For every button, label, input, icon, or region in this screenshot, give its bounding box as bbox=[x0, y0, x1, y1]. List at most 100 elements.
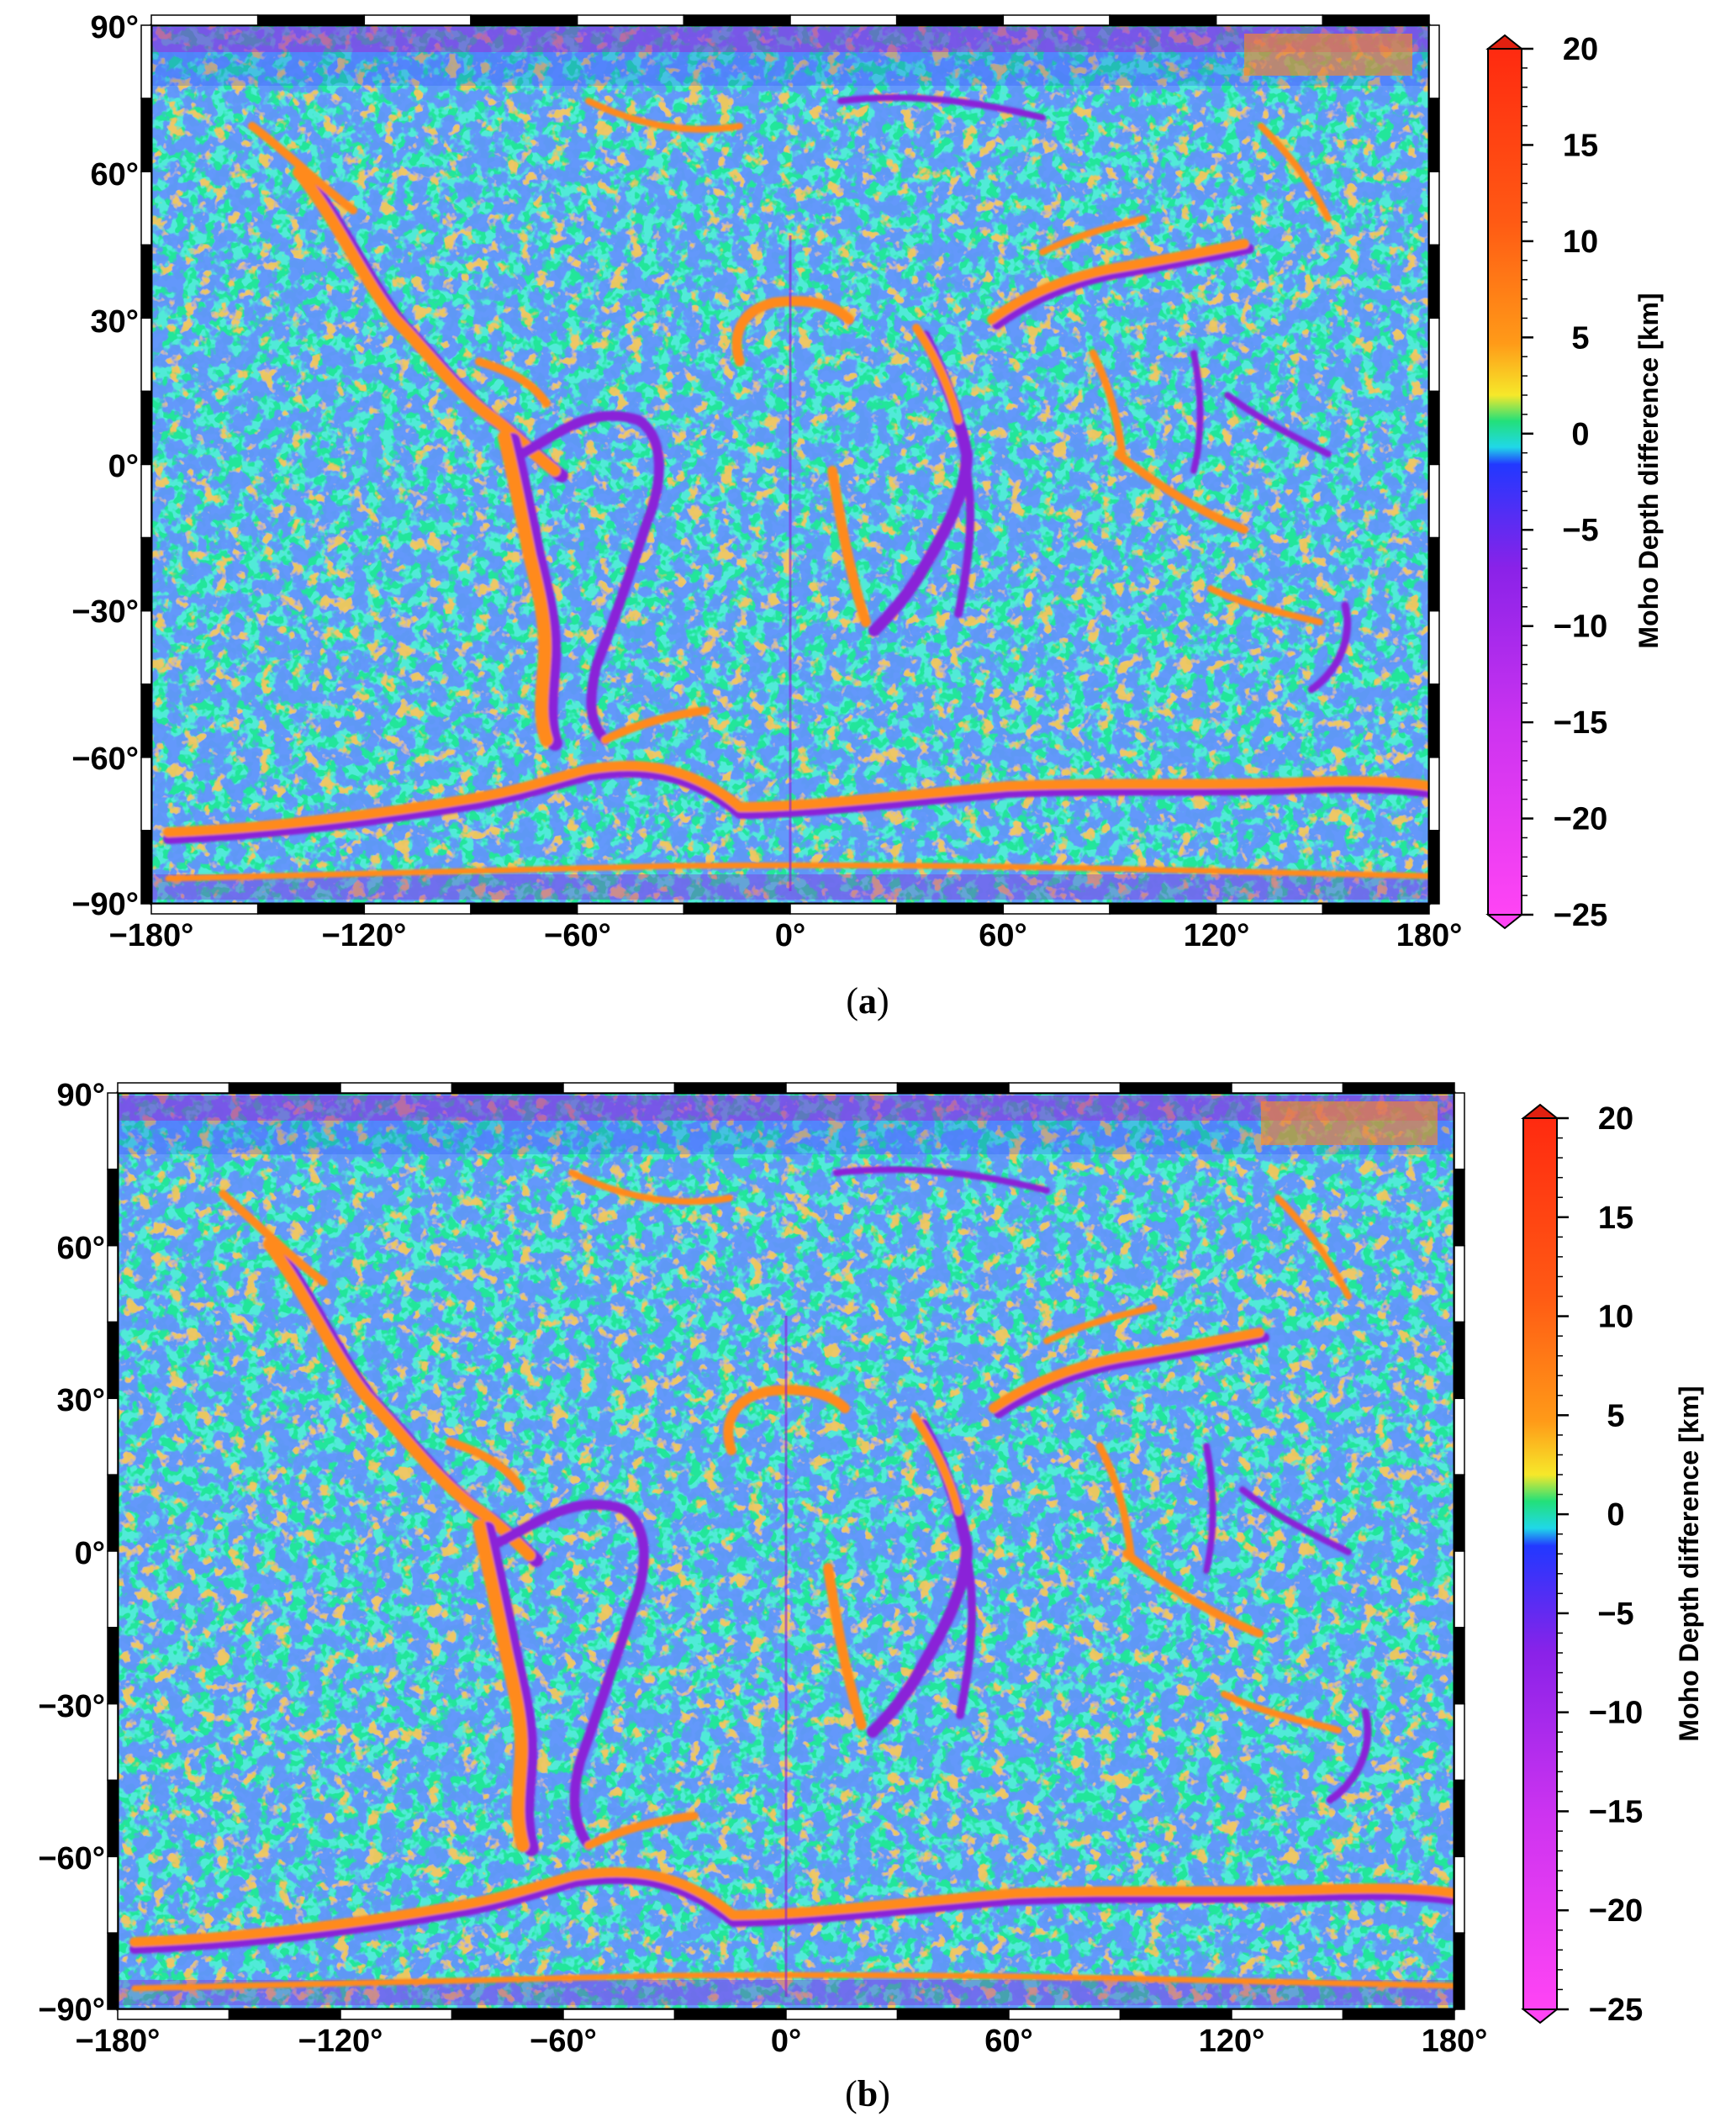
colorbar-b: 20 15 10 5 0 −5 −10 −15 −20 −25 Moho Depth differ… bbox=[1521, 1101, 1704, 2028]
frame-segment bbox=[1342, 2009, 1455, 2020]
frame-segment bbox=[1428, 536, 1440, 612]
frame-segment bbox=[140, 830, 152, 905]
frame-segment bbox=[576, 903, 685, 915]
lat-tick-label: 90° bbox=[57, 1078, 105, 1113]
lon-tick-label: 60° bbox=[979, 918, 1026, 953]
lat-tick-label: −90° bbox=[38, 1993, 105, 2028]
frame-segment bbox=[789, 14, 898, 26]
frame-segment bbox=[140, 610, 152, 685]
lon-tick-label: 0° bbox=[771, 2024, 801, 2059]
frame-segment bbox=[1008, 2009, 1121, 2020]
frame-segment bbox=[789, 903, 898, 915]
frame-segment bbox=[140, 536, 152, 612]
lat-tick-label: 60° bbox=[57, 1231, 105, 1266]
frame-segment bbox=[1231, 2009, 1344, 2020]
frame-segment bbox=[1454, 1702, 1465, 1782]
frame-segment bbox=[150, 14, 259, 26]
frame-segment bbox=[140, 171, 152, 246]
frame-segment bbox=[1428, 757, 1440, 831]
frame-segment bbox=[451, 2009, 564, 2020]
lon-tick-label: 120° bbox=[1184, 918, 1250, 953]
frame-segment bbox=[107, 1169, 119, 1247]
lat-tick-label: −90° bbox=[71, 887, 139, 922]
frame-segment bbox=[683, 14, 791, 26]
lon-tick-label: 180° bbox=[1396, 918, 1463, 953]
colorbar-tick-label: 15 bbox=[1598, 1201, 1633, 1236]
frame-segment bbox=[140, 757, 152, 831]
frame-segment bbox=[1454, 1244, 1465, 1323]
lon-tick-label: −60° bbox=[544, 918, 611, 953]
frame-segment bbox=[1454, 1855, 1465, 1934]
panel-a: 90° 60° 30° 0° −30° −60° −90° −180° −120… bbox=[71, 10, 1664, 1021]
lat-tick-label: −60° bbox=[38, 1841, 105, 1877]
frame-segment bbox=[107, 1244, 119, 1323]
frame-segment bbox=[117, 2009, 230, 2020]
frame-segment bbox=[340, 2009, 453, 2020]
lat-tick-label: 30° bbox=[57, 1383, 105, 1418]
frame-segment bbox=[1428, 463, 1440, 539]
frame-segment bbox=[451, 1082, 564, 1094]
frame-segment bbox=[673, 1082, 787, 1094]
lat-tick-label: −60° bbox=[71, 742, 139, 777]
colorbar-gradient bbox=[1522, 1117, 1558, 2010]
frame-segment bbox=[228, 1082, 341, 1094]
frame-segment bbox=[107, 1092, 119, 1170]
frame-segment bbox=[140, 390, 152, 466]
frame-segment bbox=[1109, 903, 1217, 915]
frame-segment bbox=[256, 903, 366, 915]
frame-segment bbox=[895, 14, 1005, 26]
lat-axis-a: 90° 60° 30° 0° −30° −60° −90° bbox=[71, 10, 139, 922]
panel-caption-a: (a) bbox=[846, 980, 889, 1021]
frame-segment bbox=[1428, 390, 1440, 466]
frame-segment bbox=[896, 2009, 1010, 2020]
colorbar-title: Moho Depth difference [km] bbox=[1633, 293, 1664, 648]
colorbar-tick-label: −5 bbox=[1597, 1597, 1633, 1632]
frame-segment bbox=[363, 14, 472, 26]
frame-segment bbox=[1119, 1082, 1232, 1094]
frame-segment bbox=[1119, 2009, 1232, 2020]
frame-segment bbox=[1002, 903, 1111, 915]
frame-segment bbox=[107, 1550, 119, 1628]
frame-segment bbox=[562, 1082, 676, 1094]
frame-segment bbox=[1428, 244, 1440, 319]
colorbar-tick-label: 5 bbox=[1571, 320, 1589, 356]
frame-segment bbox=[1215, 14, 1324, 26]
colorbar-gradient bbox=[1487, 48, 1522, 916]
lon-tick-label: 60° bbox=[984, 2024, 1032, 2059]
frame-segment bbox=[470, 903, 578, 915]
frame-segment bbox=[683, 903, 791, 915]
frame-segment bbox=[256, 14, 366, 26]
frame-segment bbox=[896, 1082, 1010, 1094]
frame-segment bbox=[1109, 14, 1217, 26]
lat-tick-label: 30° bbox=[91, 304, 139, 340]
lon-axis-a: −180° −120° −60° 0° 60° 120° 180° bbox=[109, 918, 1463, 953]
frame-segment bbox=[150, 903, 259, 915]
lon-tick-label: 0° bbox=[775, 918, 805, 953]
frame-segment bbox=[785, 2009, 899, 2020]
frame-segment bbox=[562, 2009, 676, 2020]
colorbar-tick-label: −25 bbox=[1554, 898, 1607, 933]
colorbar-tick-label: 10 bbox=[1598, 1300, 1633, 1335]
lon-tick-label: −180° bbox=[76, 2024, 161, 2059]
frame-segment bbox=[107, 1321, 119, 1400]
lat-tick-label: −30° bbox=[38, 1689, 105, 1724]
frame-segment bbox=[1322, 14, 1430, 26]
lat-tick-label: 90° bbox=[91, 10, 139, 45]
colorbar-tick-label: −10 bbox=[1589, 1696, 1643, 1731]
frame-segment bbox=[1454, 1550, 1465, 1628]
frame-segment bbox=[107, 1702, 119, 1782]
colorbar-tick-label: −20 bbox=[1589, 1893, 1643, 1929]
frame-segment bbox=[1454, 1397, 1465, 1475]
frame-segment bbox=[1342, 1082, 1455, 1094]
frame-segment bbox=[1428, 830, 1440, 905]
frame-segment bbox=[140, 244, 152, 319]
colorbar-tick-label: 15 bbox=[1563, 128, 1598, 163]
lon-tick-label: −180° bbox=[109, 918, 194, 953]
map-frame-b bbox=[107, 1082, 1465, 2020]
frame-segment bbox=[228, 2009, 341, 2020]
frame-segment bbox=[673, 2009, 787, 2020]
frame-segment bbox=[1454, 1092, 1465, 1170]
frame-segment bbox=[363, 903, 472, 915]
frame-segment bbox=[1008, 1082, 1121, 1094]
colorbar-tick-label: 20 bbox=[1563, 32, 1598, 67]
